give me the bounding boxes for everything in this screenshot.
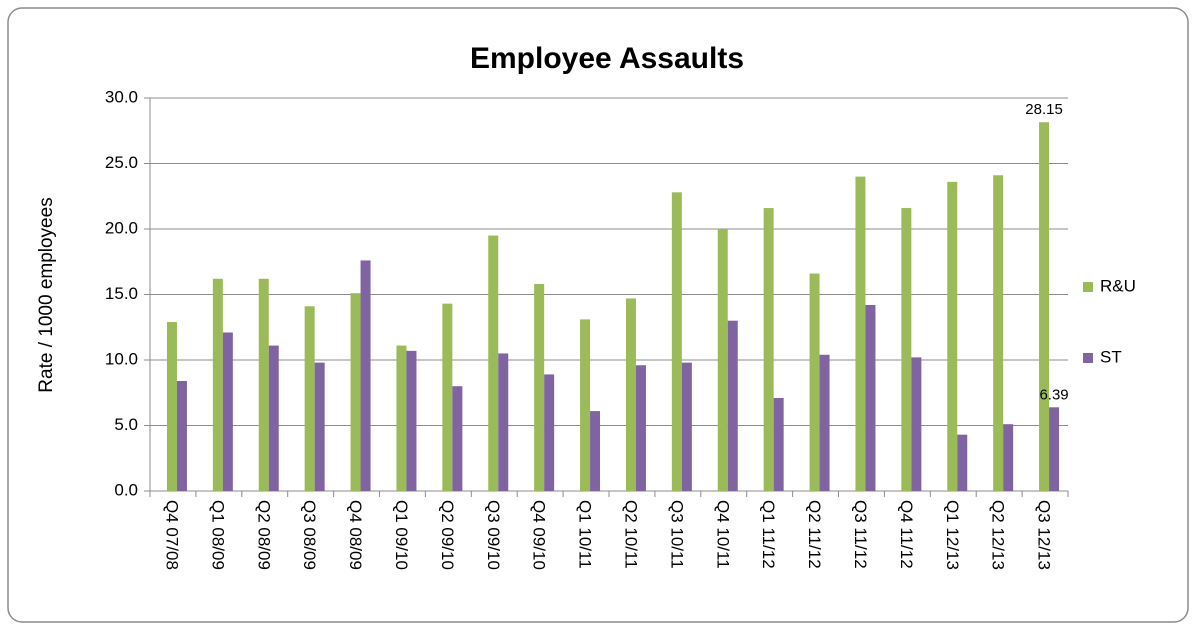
bar	[314, 362, 325, 491]
bar	[452, 386, 463, 491]
bar	[258, 278, 269, 491]
x-tick-label: Q2 08/09	[254, 500, 273, 570]
x-tick-label: Q2 10/11	[621, 500, 640, 569]
bar	[809, 273, 820, 491]
legend-swatch	[1083, 353, 1093, 363]
x-tick-label: Q2 11/12	[805, 500, 824, 569]
bar	[590, 411, 601, 491]
bar	[1039, 122, 1050, 492]
bar	[396, 345, 407, 491]
y-tick-label: 0.0	[114, 480, 138, 499]
bar	[855, 176, 866, 491]
x-tick-label: Q4 08/09	[346, 500, 365, 570]
bar	[773, 397, 784, 491]
bar	[901, 208, 912, 492]
bar	[681, 362, 692, 491]
bar	[442, 303, 453, 491]
x-tick-label: Q2 09/10	[438, 500, 457, 570]
bar	[268, 345, 279, 491]
bar	[406, 350, 417, 491]
x-tick-label: Q3 12/13	[1035, 500, 1054, 570]
bar	[498, 353, 509, 491]
x-tick-label: Q4 11/12	[897, 500, 916, 569]
bar	[763, 208, 774, 492]
bar	[1003, 424, 1014, 491]
x-tick-label: Q4 09/10	[530, 500, 549, 570]
y-tick-label: 25.0	[105, 153, 138, 172]
bar	[534, 284, 545, 491]
bar	[957, 434, 968, 491]
bar	[635, 365, 646, 491]
chart-frame	[7, 7, 1189, 623]
bar	[865, 304, 876, 491]
x-tick-label: Q2 12/13	[989, 500, 1008, 570]
x-tick-label: Q1 12/13	[943, 500, 962, 570]
y-tick-label: 30.0	[105, 87, 138, 106]
bar	[819, 354, 830, 491]
bar	[717, 229, 728, 491]
legend-swatch	[1083, 282, 1093, 292]
bar	[993, 175, 1004, 492]
bar	[727, 320, 738, 491]
legend-label: R&U	[1100, 276, 1136, 295]
data-label: 28.15	[1025, 101, 1063, 118]
bar	[360, 260, 371, 491]
y-tick-label: 20.0	[105, 218, 138, 237]
x-tick-label: Q1 08/09	[208, 500, 227, 570]
bar	[488, 235, 499, 491]
x-tick-label: Q3 09/10	[484, 500, 503, 570]
x-tick-label: Q3 08/09	[300, 500, 319, 570]
x-tick-label: Q3 11/12	[851, 500, 870, 569]
bar	[625, 298, 636, 491]
bar	[350, 293, 361, 491]
bar	[176, 380, 187, 491]
bar	[166, 322, 177, 491]
x-tick-label: Q4 07/08	[162, 500, 181, 570]
chart-title: Employee Assaults	[470, 42, 744, 75]
bar	[580, 319, 591, 491]
y-tick-label: 5.0	[114, 415, 138, 434]
y-axis-label: Rate / 1000 employees	[36, 197, 57, 392]
x-tick-label: Q1 10/11	[576, 500, 595, 569]
x-tick-label: Q1 11/12	[759, 500, 778, 569]
bar	[222, 332, 233, 491]
x-tick-label: Q1 09/10	[392, 500, 411, 570]
bar	[1049, 407, 1060, 491]
data-label: 6.39	[1039, 386, 1068, 403]
bar	[911, 357, 922, 491]
x-tick-label: Q3 10/11	[667, 500, 686, 569]
y-tick-label: 10.0	[105, 349, 138, 368]
x-tick-label: Q4 10/11	[713, 500, 732, 569]
bar	[212, 278, 223, 491]
bar	[544, 374, 555, 491]
bar	[671, 192, 682, 491]
y-tick-label: 15.0	[105, 284, 138, 303]
bar	[304, 306, 315, 491]
bar	[947, 181, 958, 491]
legend-label: ST	[1100, 347, 1122, 366]
